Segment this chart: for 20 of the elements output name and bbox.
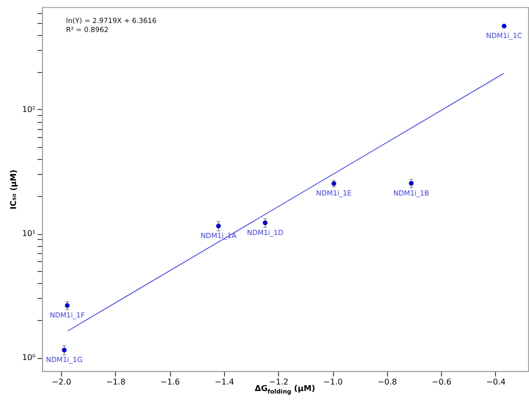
x-tick-label: −0.6 xyxy=(432,378,452,386)
x-tick-label: −2.0 xyxy=(52,378,72,386)
x-tick-label: −1.0 xyxy=(323,378,343,386)
point xyxy=(216,224,221,228)
x-tick-label: −1.8 xyxy=(106,378,126,386)
point xyxy=(62,348,67,352)
x-tick-label: −0.4 xyxy=(486,378,506,386)
x-tick-label: −0.8 xyxy=(378,378,398,386)
point xyxy=(408,180,414,186)
y-tick-label: 10¹ xyxy=(22,229,36,238)
y-tick-label: 10⁰ xyxy=(22,353,36,362)
x-tick-label: −1.2 xyxy=(268,378,288,386)
point xyxy=(262,220,268,226)
x-axis-title: ΔG$_{folding}$ (μM) xyxy=(254,384,316,396)
x-tick-label: −1.6 xyxy=(160,378,180,386)
y-tick-label: 10² xyxy=(22,104,36,114)
point xyxy=(64,303,70,308)
point xyxy=(502,24,506,28)
x-tick-label: −1.4 xyxy=(214,378,234,386)
y-axis-title: IC₅₀ (μM) xyxy=(9,170,18,210)
